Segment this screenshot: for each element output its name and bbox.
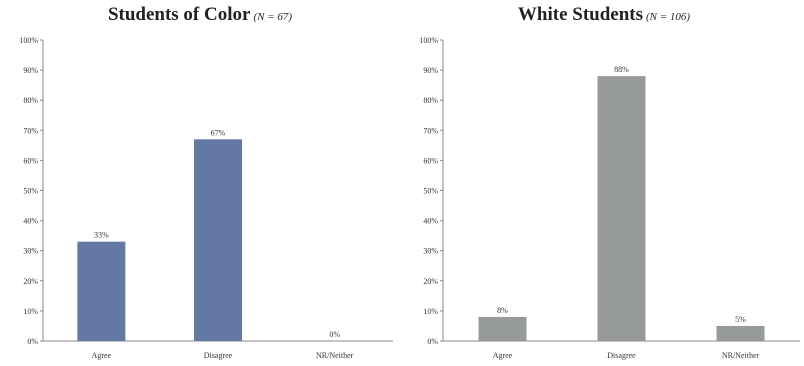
bar [194,139,242,341]
chart-subtitle: (N = 67) [253,11,293,23]
y-tick-label: 60% [23,156,38,165]
chart-plot-area: 0% 10% 20% 30% 40% 50% 60% 70% 80% 90% 100% 8% Agree… [419,36,800,360]
chart-title-text: Students of Color [107,4,251,25]
chart-title: White Students (N = 106) [404,4,804,26]
y-tick-label: 80% [23,96,38,105]
x-tick-label: Agree [92,351,112,360]
y-tick-label: 20% [23,277,38,286]
y-tick-label: 30% [23,247,38,256]
data-label: 88% [614,65,629,74]
y-tick-label: 50% [423,187,438,196]
x-tick-label: Disagree [204,351,233,360]
y-tick-label: 0% [427,337,438,346]
y-tick-label: 30% [423,247,438,256]
chart-students-of-color: Students of Color (N = 67) 0% 10% 20% 30% 40%… [0,0,400,366]
y-tick-label: 10% [423,307,438,316]
data-label: 33% [94,231,109,240]
y-tick-label: 20% [423,277,438,286]
x-tick-label: NR/Neither [316,351,354,360]
y-tick-label: 70% [23,126,38,135]
data-label: 5% [735,315,746,324]
y-tick-label: 0% [27,337,38,346]
x-tick-label: Disagree [607,351,636,360]
data-label: 67% [211,128,226,137]
y-tick-label: 70% [423,126,438,135]
y-tick-label: 50% [23,187,38,196]
y-tick-label: 100% [419,36,438,45]
bar [77,241,126,341]
y-tick-label: 90% [23,66,38,75]
data-label: 0% [329,330,340,339]
chart-subtitle: (N = 106) [646,11,691,23]
chart-title-text: White Students [517,4,643,25]
chart-title: Students of Color (N = 67) [0,4,400,26]
x-tick-label: Agree [493,351,513,360]
data-label: 8% [497,306,508,315]
bar [716,325,765,341]
chart-plot-area: 0% 10% 20% 30% 40% 50% 60% 70% 80% 90% 100% 33% Agre… [19,36,393,360]
y-tick-label: 90% [423,66,438,75]
bar [478,316,527,341]
y-tick-label: 100% [19,36,38,45]
y-tick-label: 10% [23,307,38,316]
x-tick-label: NR/Neither [722,351,760,360]
y-tick-label: 60% [423,156,438,165]
y-tick-label: 40% [423,217,438,226]
y-tick-label: 40% [23,217,38,226]
y-tick-label: 80% [423,96,438,105]
bar [597,76,646,342]
chart-white-students: White Students (N = 106) 0% 10% 20% 30% 40% 50… [404,0,804,366]
